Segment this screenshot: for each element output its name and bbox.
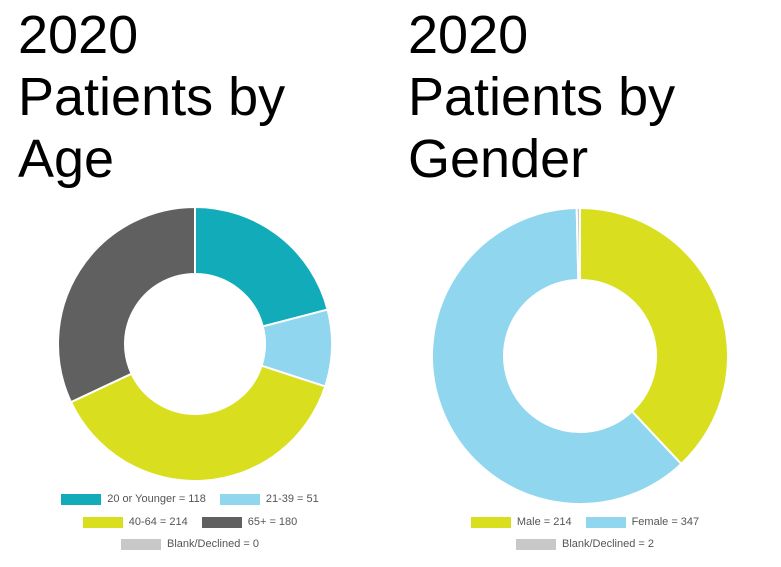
legend-label: Male = 214 (516, 516, 572, 528)
age-title-line3: Age (18, 129, 115, 189)
legend-label: Female = 347 (631, 516, 700, 528)
legend-swatch (61, 493, 102, 505)
donut-slice-20-or-younger (194, 205, 329, 328)
legend-swatch (515, 538, 556, 550)
age-chart-panel: 2020 Patients by Age 20 or Younger = 118… (0, 0, 380, 567)
legend-swatch (585, 516, 626, 528)
gender-donut-chart (431, 206, 729, 505)
gender-title-line1: 2020 (408, 5, 529, 65)
legend-item-age-21-39: 21-39 = 51 (219, 493, 319, 505)
legend-item-age-65-plus: 65+ = 180 (201, 516, 298, 528)
legend-item-gender-female: Female = 347 (585, 516, 700, 528)
donut-slice-blank-declined (575, 206, 581, 282)
legend-label: 20 or Younger = 118 (107, 493, 206, 505)
legend-label: Blank/Declined = 2 (561, 538, 655, 550)
donut-slice-female (431, 207, 683, 505)
gender-chart-panel: 2020 Patients by Gender Male = 214 Femal… (390, 0, 770, 567)
age-legend-row-1: 20 or Younger = 118 21-39 = 51 (0, 492, 380, 506)
gender-title-line3: Gender (408, 129, 589, 189)
age-donut-chart (57, 205, 333, 482)
age-legend-row-3: Blank/Declined = 0 (0, 537, 380, 551)
donut-slice-male (579, 206, 729, 466)
legend-swatch (201, 516, 242, 528)
age-chart-title: 2020 Patients by Age (18, 4, 378, 190)
legend-label: Blank/Declined = 0 (166, 538, 260, 550)
age-legend-row-2: 40-64 = 214 65+ = 180 (0, 515, 380, 529)
gender-chart-title: 2020 Patients by Gender (408, 4, 768, 190)
legend-item-age-blank-declined: Blank/Declined = 0 (120, 538, 260, 550)
legend-swatch (219, 493, 260, 505)
legend-item-gender-male: Male = 214 (470, 516, 572, 528)
legend-swatch (120, 538, 161, 550)
legend-label: 40-64 = 214 (128, 516, 188, 528)
donut-slice-40-64 (69, 364, 327, 482)
donut-slice-65- (57, 205, 196, 404)
gender-legend-row-2: Blank/Declined = 2 (390, 537, 780, 551)
age-title-line1: 2020 (18, 5, 139, 65)
gender-legend-row-1: Male = 214 Female = 347 (390, 515, 780, 529)
gender-title-line2: Patients by (408, 67, 676, 127)
legend-label: 21-39 = 51 (265, 493, 319, 505)
legend-item-age-20-or-younger: 20 or Younger = 118 (61, 493, 206, 505)
legend-item-gender-blank-declined: Blank/Declined = 2 (515, 538, 655, 550)
age-title-line2: Patients by (18, 67, 286, 127)
legend-item-age-40-64: 40-64 = 214 (82, 516, 188, 528)
legend-swatch (82, 516, 123, 528)
legend-label: 65+ = 180 (247, 516, 298, 528)
legend-swatch (470, 516, 511, 528)
